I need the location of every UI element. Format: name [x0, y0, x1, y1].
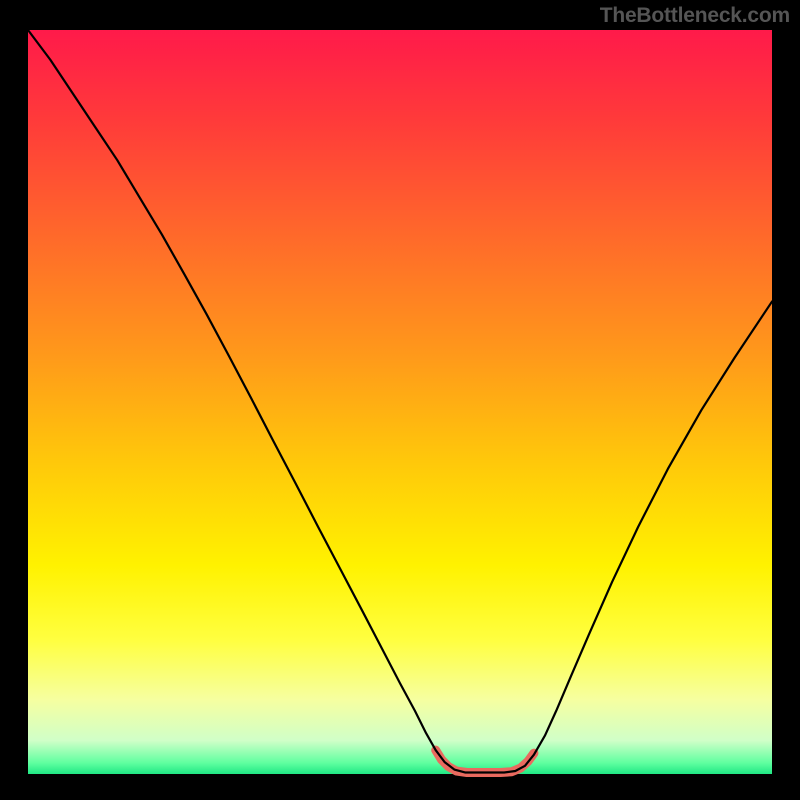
root-frame: TheBottleneck.com	[0, 0, 800, 800]
watermark-text: TheBottleneck.com	[600, 4, 790, 28]
bottleneck-chart	[0, 0, 800, 800]
gradient-background	[28, 30, 772, 774]
